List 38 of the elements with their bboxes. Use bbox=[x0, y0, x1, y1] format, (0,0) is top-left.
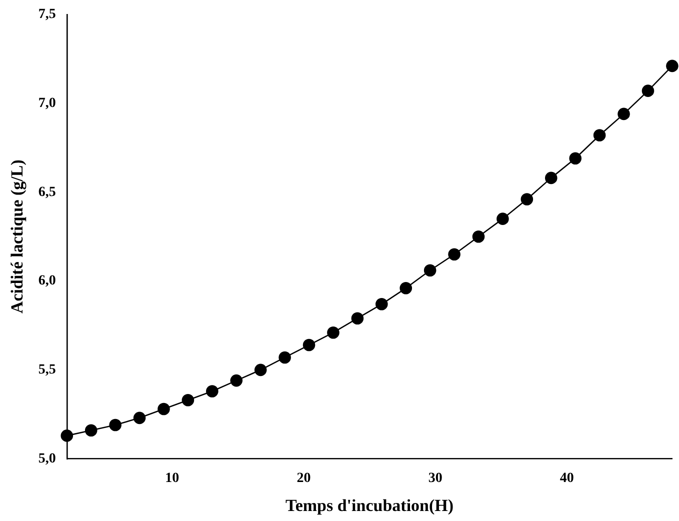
y-axis-title: Acidité lactique (g/L) bbox=[8, 160, 27, 314]
point bbox=[666, 60, 678, 72]
y-tick-label: 5,0 bbox=[38, 451, 56, 466]
x-tick-label: 10 bbox=[165, 470, 180, 486]
point bbox=[60, 430, 74, 442]
point bbox=[569, 152, 582, 165]
x-tick-label: 20 bbox=[296, 470, 311, 486]
point bbox=[448, 248, 460, 261]
point bbox=[544, 172, 558, 184]
point bbox=[400, 282, 412, 294]
x-tick-label: 30 bbox=[428, 470, 442, 486]
point bbox=[642, 84, 654, 97]
point bbox=[376, 298, 388, 310]
point bbox=[520, 193, 534, 206]
y-tick-label: 7,0 bbox=[38, 96, 56, 111]
point bbox=[618, 108, 630, 120]
point bbox=[158, 402, 170, 416]
point bbox=[302, 338, 316, 352]
point bbox=[182, 394, 194, 406]
point bbox=[84, 424, 98, 437]
point bbox=[351, 312, 364, 325]
point bbox=[109, 418, 122, 432]
point bbox=[424, 264, 436, 277]
y-tick-label: 5,5 bbox=[38, 362, 56, 378]
point bbox=[254, 364, 267, 376]
y-tick-label: 6,0 bbox=[38, 274, 56, 289]
point bbox=[496, 212, 509, 225]
point bbox=[133, 412, 146, 424]
point bbox=[593, 129, 606, 142]
point bbox=[327, 326, 340, 339]
x-axis-title: Temps d'incubation(H) bbox=[286, 496, 454, 516]
y-tick-label: 6,5 bbox=[38, 184, 56, 200]
point bbox=[278, 351, 291, 364]
point bbox=[206, 385, 218, 398]
point bbox=[472, 230, 485, 243]
x-tick-label: 40 bbox=[560, 470, 574, 486]
point bbox=[230, 374, 243, 387]
y-tick-label: 7,5 bbox=[38, 7, 56, 22]
